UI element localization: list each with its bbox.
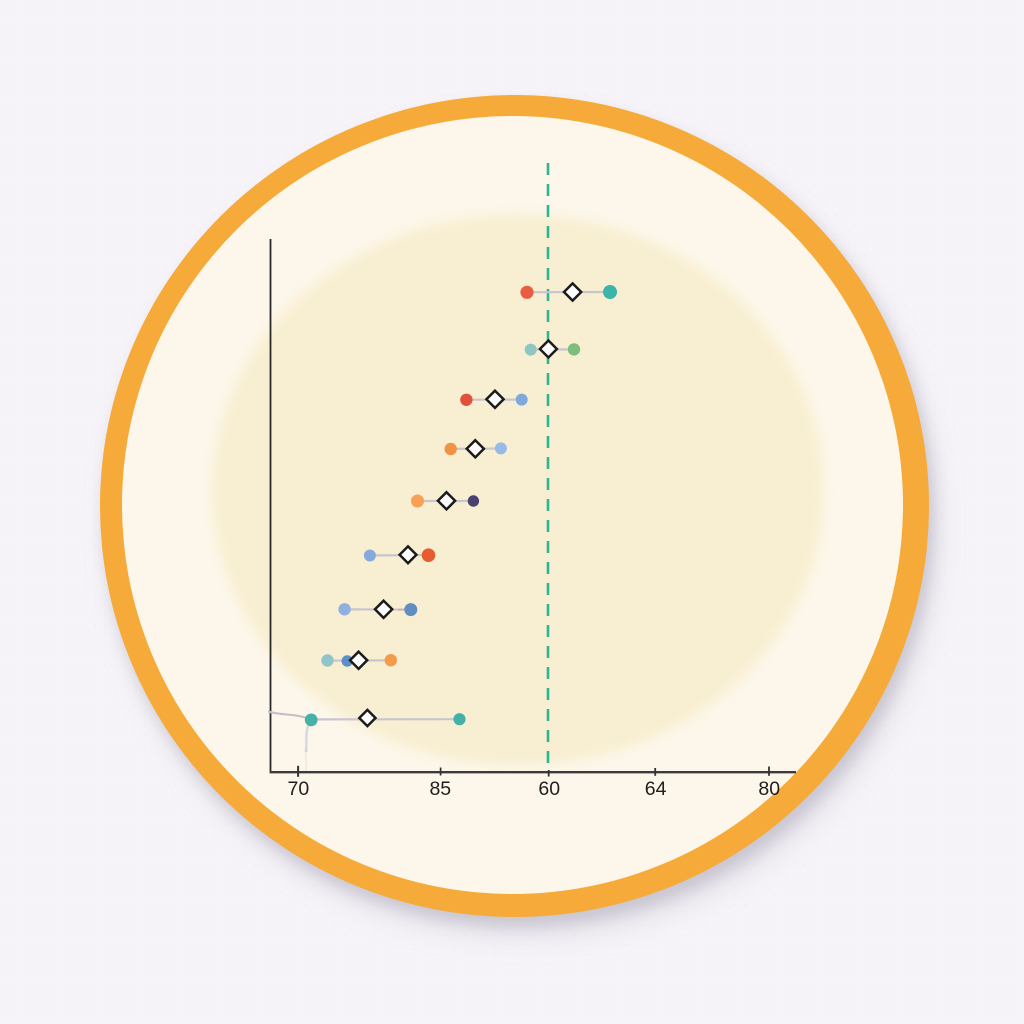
svg-text:64: 64 <box>645 778 667 800</box>
svg-text:70: 70 <box>288 778 310 800</box>
svg-text:60: 60 <box>538 778 560 800</box>
svg-text:80: 80 <box>758 778 780 800</box>
svg-text:85: 85 <box>429 778 451 800</box>
